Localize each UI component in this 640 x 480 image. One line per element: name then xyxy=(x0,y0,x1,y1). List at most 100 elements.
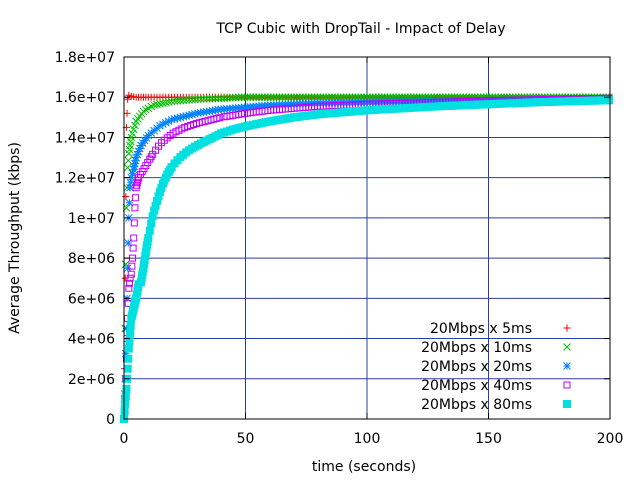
data-point xyxy=(261,93,269,102)
y-tick-label: 1e+07 xyxy=(68,211,115,227)
data-point xyxy=(258,93,266,102)
data-point xyxy=(159,99,167,108)
data-point xyxy=(126,329,135,338)
y-axis-label: Average Throughput (kbps) xyxy=(7,142,23,334)
x-tick-label: 100 xyxy=(354,431,381,447)
y-tick-label: 8e+06 xyxy=(68,251,115,267)
data-point xyxy=(284,93,293,102)
data-point xyxy=(231,93,240,102)
data-point xyxy=(153,100,161,109)
data-point xyxy=(147,219,156,228)
data-point xyxy=(122,193,130,201)
data-point xyxy=(126,321,135,330)
data-point xyxy=(123,364,132,373)
legend-label: 20Mbps x 20ms xyxy=(421,359,532,375)
data-point xyxy=(131,204,139,212)
data-point xyxy=(237,93,246,102)
data-point xyxy=(255,93,263,102)
data-point xyxy=(275,93,284,102)
legend-marker xyxy=(563,381,571,389)
chart-title: TCP Cubic with DropTail - Impact of Dela… xyxy=(215,21,505,37)
data-point xyxy=(298,93,307,102)
data-point xyxy=(147,153,155,161)
legend-marker xyxy=(563,324,571,332)
legend-label: 20Mbps x 80ms xyxy=(421,397,532,413)
data-point xyxy=(304,93,313,102)
x-axis-label: time (seconds) xyxy=(312,459,416,475)
y-tick-label: 0 xyxy=(106,412,115,428)
y-tick-label: 4e+06 xyxy=(68,332,115,348)
data-point xyxy=(293,93,301,102)
data-point xyxy=(126,274,134,282)
data-point xyxy=(129,244,137,252)
data-point xyxy=(145,226,154,235)
data-point xyxy=(313,93,322,102)
data-point xyxy=(123,109,131,117)
data-point xyxy=(142,105,150,114)
data-point xyxy=(249,93,258,102)
data-point xyxy=(211,94,220,103)
data-point xyxy=(139,107,148,116)
data-point xyxy=(199,95,208,103)
data-point xyxy=(124,354,133,363)
y-tick-label: 1.8e+07 xyxy=(55,50,115,66)
x-tick-label: 200 xyxy=(597,431,624,447)
data-point xyxy=(130,234,138,242)
data-point xyxy=(301,93,310,102)
data-point xyxy=(246,93,255,102)
data-point xyxy=(121,392,130,401)
y-tick-label: 1.2e+07 xyxy=(55,171,115,187)
legend-marker xyxy=(563,362,571,370)
data-point xyxy=(605,96,614,105)
data-point xyxy=(234,93,243,102)
data-point xyxy=(307,93,316,102)
y-tick-label: 6e+06 xyxy=(68,291,115,307)
x-tick-label: 50 xyxy=(237,431,255,447)
x-tick-label: 150 xyxy=(475,431,502,447)
data-point xyxy=(272,93,281,102)
legend-label: 20Mbps x 10ms xyxy=(421,340,532,356)
legend-label: 20Mbps x 5ms xyxy=(430,321,532,337)
y-tick-label: 2e+06 xyxy=(68,372,115,388)
data-point xyxy=(220,94,228,102)
data-point xyxy=(278,93,287,102)
data-point xyxy=(121,260,130,269)
data-point xyxy=(264,93,272,102)
data-point xyxy=(123,264,132,273)
legend-marker xyxy=(563,343,571,351)
data-point xyxy=(144,234,153,242)
data-point xyxy=(310,93,319,102)
data-point xyxy=(296,93,304,102)
data-point xyxy=(188,95,196,104)
data-point xyxy=(281,93,290,102)
data-point xyxy=(269,93,278,102)
data-point xyxy=(290,93,298,102)
data-point xyxy=(128,262,136,270)
series-layer xyxy=(120,91,614,423)
data-point xyxy=(208,94,217,103)
data-point xyxy=(127,270,135,278)
data-point xyxy=(287,93,296,102)
data-point xyxy=(243,93,252,102)
data-point xyxy=(124,156,133,165)
data-point xyxy=(229,93,237,102)
data-point xyxy=(156,100,164,108)
data-point xyxy=(123,163,132,172)
data-point xyxy=(205,94,214,103)
data-point xyxy=(121,399,130,408)
data-point xyxy=(266,93,275,102)
data-point xyxy=(202,94,211,103)
x-tick-label: 0 xyxy=(120,431,129,447)
y-tick-label: 1.4e+07 xyxy=(55,130,115,146)
legend: 20Mbps x 5ms 20Mbps x 10ms 20Mbps x 20ms 20… xyxy=(421,321,571,413)
y-tick-label: 1.6e+07 xyxy=(55,90,115,106)
data-point xyxy=(120,407,129,416)
data-point xyxy=(226,94,234,102)
data-point xyxy=(132,194,140,202)
data-point xyxy=(125,279,133,287)
data-point xyxy=(185,111,193,120)
data-point xyxy=(252,93,261,102)
legend-label: 20Mbps x 40ms xyxy=(421,378,532,394)
data-point xyxy=(316,93,325,102)
